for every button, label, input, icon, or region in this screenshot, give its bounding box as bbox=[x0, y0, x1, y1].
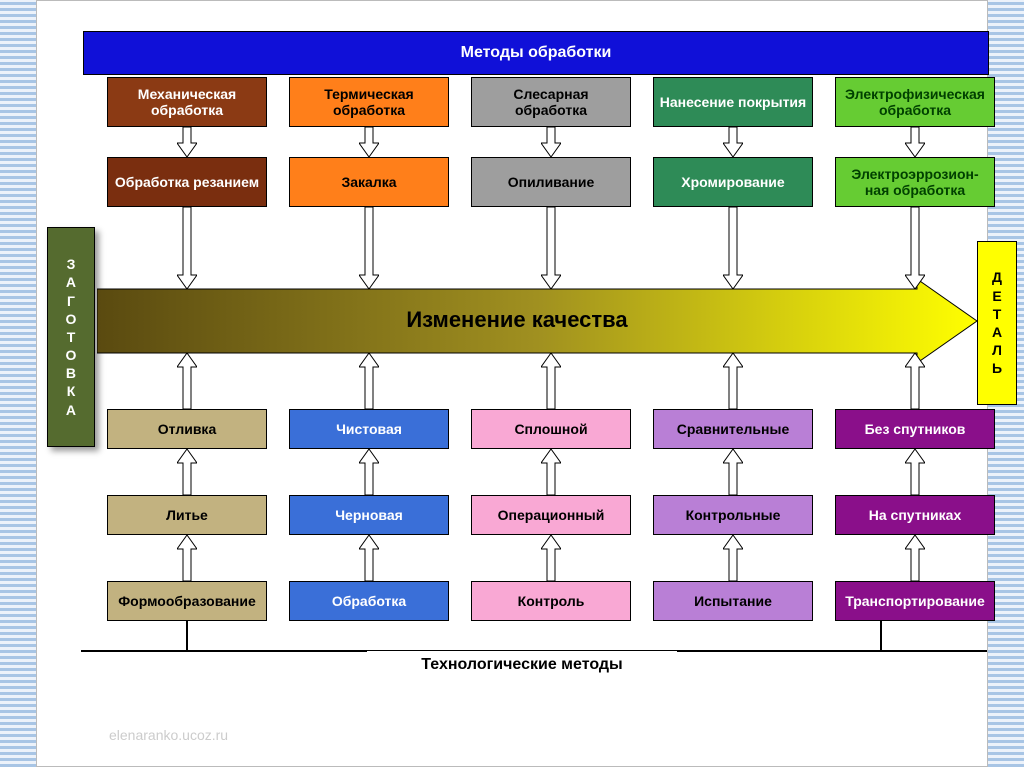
bottom-r2-1: Черновая bbox=[289, 495, 449, 535]
arrow-b2-b1-4 bbox=[905, 449, 925, 495]
arrow-top12-0 bbox=[177, 127, 197, 157]
tech-methods-label: Технологические методы bbox=[421, 656, 622, 674]
arrow-top-center-1 bbox=[359, 207, 379, 289]
arrow-b3-b2-1 bbox=[359, 535, 379, 581]
arrow-top-center-2 bbox=[541, 207, 561, 289]
arrow-top12-2 bbox=[541, 127, 561, 157]
top-example-0: Обработка резанием bbox=[107, 157, 267, 207]
top-method-2: Слесарная обработка bbox=[471, 77, 631, 127]
bottom-r3-1: Обработка bbox=[289, 581, 449, 621]
diagram-canvas: Методы обработки З А Г О Т О В К А Измен… bbox=[36, 0, 988, 767]
arrow-center-bottom-3 bbox=[723, 353, 743, 409]
arrow-top12-4 bbox=[905, 127, 925, 157]
arrow-b3-b2-4 bbox=[905, 535, 925, 581]
top-method-3: Нанесение покрытия bbox=[653, 77, 813, 127]
zagotovka-label: З А Г О Т О В К А bbox=[66, 255, 77, 419]
bottom-r3-2: Контроль bbox=[471, 581, 631, 621]
arrow-top12-1 bbox=[359, 127, 379, 157]
top-method-0: Механическая обработка bbox=[107, 77, 267, 127]
arrow-b2-b1-0 bbox=[177, 449, 197, 495]
quality-change-arrow: Изменение качества bbox=[97, 279, 977, 363]
top-method-1: Термическая обработка bbox=[289, 77, 449, 127]
decorative-left-stripes bbox=[0, 0, 36, 767]
arrow-top-center-0 bbox=[177, 207, 197, 289]
zagotovka-block: З А Г О Т О В К А bbox=[47, 227, 95, 447]
top-example-1: Закалка bbox=[289, 157, 449, 207]
quality-change-label: Изменение качества bbox=[406, 307, 628, 332]
arrow-top-center-4 bbox=[905, 207, 925, 289]
tech-methods-label-box: Технологические методы bbox=[367, 651, 677, 679]
bottom-r2-3: Контрольные bbox=[653, 495, 813, 535]
bottom-r2-0: Литье bbox=[107, 495, 267, 535]
detal-label: Д Е Т А Л Ь bbox=[992, 268, 1002, 377]
arrow-b2-b1-3 bbox=[723, 449, 743, 495]
arrow-b2-b1-1 bbox=[359, 449, 379, 495]
top-example-4: Электроэррозион-ная обработка bbox=[835, 157, 995, 207]
bottom-r1-2: Сплошной bbox=[471, 409, 631, 449]
methods-header: Методы обработки bbox=[83, 31, 989, 75]
arrow-b3-b2-3 bbox=[723, 535, 743, 581]
bottom-r3-0: Формообразование bbox=[107, 581, 267, 621]
arrow-top-center-3 bbox=[723, 207, 743, 289]
arrow-center-bottom-1 bbox=[359, 353, 379, 409]
detal-block: Д Е Т А Л Ь bbox=[977, 241, 1017, 405]
arrow-top12-3 bbox=[723, 127, 743, 157]
bottom-r1-4: Без спутников bbox=[835, 409, 995, 449]
bottom-r1-0: Отливка bbox=[107, 409, 267, 449]
top-example-2: Опиливание bbox=[471, 157, 631, 207]
arrow-center-bottom-4 bbox=[905, 353, 925, 409]
arrow-center-bottom-0 bbox=[177, 353, 197, 409]
top-example-3: Хромирование bbox=[653, 157, 813, 207]
bottom-r1-3: Сравнительные bbox=[653, 409, 813, 449]
arrow-b3-b2-0 bbox=[177, 535, 197, 581]
bottom-r1-1: Чистовая bbox=[289, 409, 449, 449]
arrow-center-bottom-2 bbox=[541, 353, 561, 409]
bottom-r2-4: На спутниках bbox=[835, 495, 995, 535]
arrow-b3-b2-2 bbox=[541, 535, 561, 581]
bottom-r3-4: Транспортирование bbox=[835, 581, 995, 621]
watermark-text: elenaranko.ucoz.ru bbox=[109, 727, 228, 743]
arrow-b2-b1-2 bbox=[541, 449, 561, 495]
bottom-r2-2: Операционный bbox=[471, 495, 631, 535]
bottom-r3-3: Испытание bbox=[653, 581, 813, 621]
top-method-4: Электрофизическая обработка bbox=[835, 77, 995, 127]
methods-header-label: Методы обработки bbox=[461, 44, 612, 62]
